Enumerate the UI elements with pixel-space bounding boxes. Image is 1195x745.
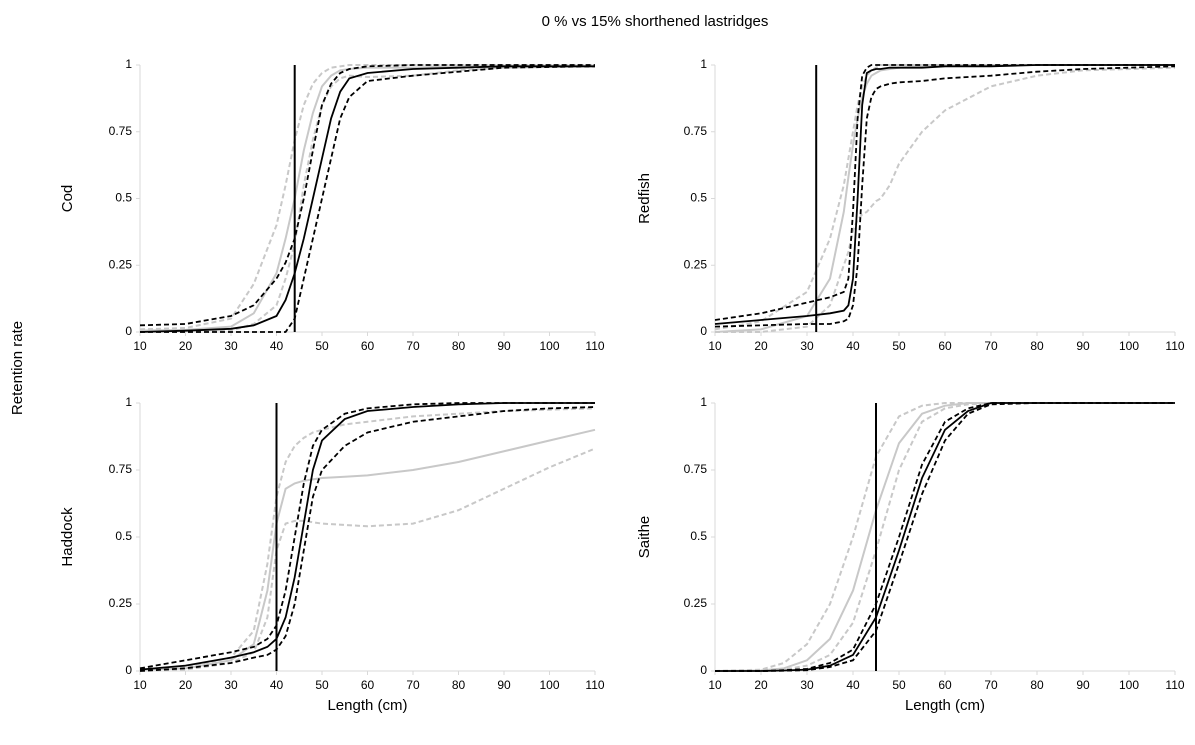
dashed-line xyxy=(714,402,1175,672)
chart-title: 0 % vs 15% shorthened lastridges xyxy=(542,13,769,30)
x-tick-label: 20 xyxy=(754,678,768,692)
dashed-line xyxy=(139,64,595,331)
y-tick-label: 0 xyxy=(700,663,707,677)
x-tick-label: 80 xyxy=(452,339,466,353)
x-tick-label: 30 xyxy=(800,339,814,353)
x-tick-label: 80 xyxy=(452,678,466,692)
x-tick-label: 60 xyxy=(938,339,952,353)
x-tick-label: 110 xyxy=(585,678,604,692)
y-tick-label: 0.5 xyxy=(115,191,132,205)
solid-line xyxy=(714,402,1175,672)
x-tick-label: 50 xyxy=(892,339,906,353)
x-tick-label: 20 xyxy=(754,339,768,353)
y-tick-label: 1 xyxy=(125,57,132,71)
x-tick-label: 50 xyxy=(892,678,906,692)
y-tick-label: 0.75 xyxy=(684,462,708,476)
x-axis-title: Length (cm) xyxy=(905,697,985,714)
dashed-line xyxy=(714,402,1175,672)
x-tick-label: 90 xyxy=(497,678,511,692)
x-tick-label: 110 xyxy=(585,339,604,353)
dashed-line xyxy=(715,66,1176,333)
y-tick-label: 0.25 xyxy=(684,596,708,610)
y-tick-label: 0.25 xyxy=(109,596,133,610)
x-tick-label: 40 xyxy=(846,678,860,692)
dashed-line xyxy=(140,65,596,333)
y-axis-title: Retention rate xyxy=(9,321,26,415)
x-tick-label: 30 xyxy=(224,339,238,353)
y-tick-label: 0 xyxy=(125,663,132,677)
x-tick-label: 70 xyxy=(406,339,420,353)
dashed-line xyxy=(139,402,595,670)
y-tick-label: 1 xyxy=(700,57,707,71)
y-tick-label: 0.75 xyxy=(109,124,133,138)
dashed-line xyxy=(714,64,1175,321)
x-tick-label: 10 xyxy=(708,339,722,353)
x-tick-label: 90 xyxy=(1076,678,1090,692)
panel-y-title: Cod xyxy=(59,185,76,213)
dashed-line xyxy=(715,402,1175,672)
y-tick-label: 0.5 xyxy=(115,529,132,543)
dashed-line xyxy=(139,407,596,671)
dashed-line xyxy=(139,64,595,327)
x-tick-label: 10 xyxy=(133,339,147,353)
x-tick-label: 100 xyxy=(539,339,559,353)
y-tick-label: 0.25 xyxy=(109,257,133,271)
x-tick-label: 100 xyxy=(1119,339,1139,353)
x-tick-label: 10 xyxy=(133,678,147,692)
dashed-line xyxy=(714,64,1175,331)
x-tick-label: 20 xyxy=(179,339,193,353)
y-tick-label: 0.25 xyxy=(684,257,708,271)
x-tick-label: 70 xyxy=(984,678,998,692)
panel-y-title: Haddock xyxy=(59,507,76,567)
x-tick-label: 60 xyxy=(938,678,952,692)
x-tick-label: 20 xyxy=(179,678,193,692)
y-tick-label: 0.5 xyxy=(690,191,707,205)
x-tick-label: 60 xyxy=(361,339,375,353)
y-tick-label: 1 xyxy=(700,395,707,409)
x-tick-label: 30 xyxy=(800,678,814,692)
solid-line xyxy=(139,65,595,332)
solid-line xyxy=(139,65,595,333)
y-tick-label: 0.75 xyxy=(109,462,133,476)
x-tick-label: 70 xyxy=(406,678,420,692)
x-tick-label: 80 xyxy=(1030,678,1044,692)
x-tick-label: 110 xyxy=(1165,678,1184,692)
x-axis-title: Length (cm) xyxy=(327,697,407,714)
y-tick-label: 0 xyxy=(125,324,132,338)
dashed-line xyxy=(139,447,596,672)
solid-line xyxy=(714,64,1175,325)
x-tick-label: 50 xyxy=(315,678,329,692)
x-tick-label: 50 xyxy=(315,339,329,353)
solid-line xyxy=(715,402,1175,672)
dashed-line xyxy=(140,65,596,333)
y-tick-label: 0 xyxy=(700,324,707,338)
x-tick-label: 90 xyxy=(497,339,511,353)
dashed-line xyxy=(714,65,1176,328)
x-tick-label: 60 xyxy=(361,678,375,692)
solid-line xyxy=(714,64,1175,333)
y-tick-label: 0.5 xyxy=(690,529,707,543)
x-tick-label: 110 xyxy=(1165,339,1184,353)
x-tick-label: 10 xyxy=(708,678,722,692)
solid-line xyxy=(139,402,595,671)
solid-line xyxy=(139,428,596,671)
y-tick-label: 1 xyxy=(125,395,132,409)
x-tick-label: 80 xyxy=(1030,339,1044,353)
x-tick-label: 40 xyxy=(270,339,284,353)
x-tick-label: 30 xyxy=(224,678,238,692)
x-tick-label: 70 xyxy=(984,339,998,353)
x-tick-label: 90 xyxy=(1076,339,1090,353)
y-tick-label: 0.75 xyxy=(684,124,708,138)
dashed-line xyxy=(715,402,1175,672)
x-tick-label: 100 xyxy=(539,678,559,692)
x-tick-label: 100 xyxy=(1119,678,1139,692)
panel-y-title: Redfish xyxy=(636,173,653,224)
x-tick-label: 40 xyxy=(270,678,284,692)
panel-y-title: Saithe xyxy=(636,516,653,559)
x-tick-label: 40 xyxy=(846,339,860,353)
